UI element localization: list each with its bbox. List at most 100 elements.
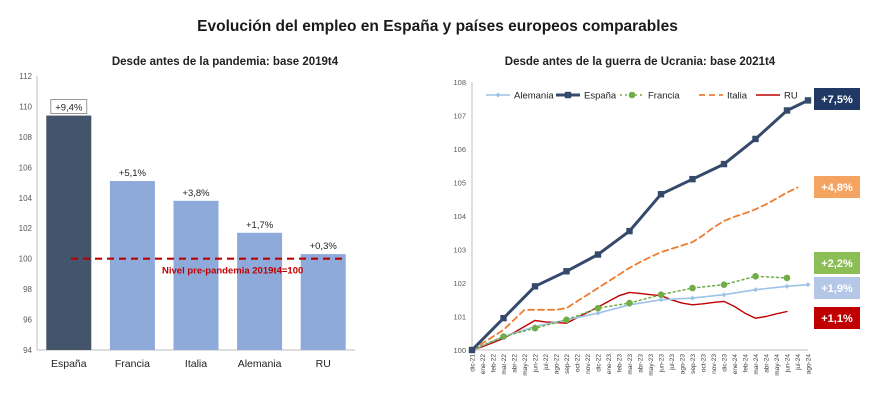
x-tick-label: Italia [185, 358, 207, 370]
data-point [531, 324, 539, 332]
data-point [626, 299, 633, 307]
data-point [721, 292, 727, 298]
data-point [595, 310, 601, 316]
data-point [720, 281, 728, 288]
x-tick-label: jul-24 [795, 354, 802, 371]
end-label-box [814, 307, 860, 329]
data-point [689, 175, 696, 183]
x-tick-label: España [51, 358, 87, 370]
data-point [720, 160, 728, 168]
data-point [805, 282, 811, 288]
bar-espana [46, 115, 92, 350]
end-label-francia: +2,2% [814, 252, 860, 274]
y-tick-label: 101 [453, 313, 466, 322]
x-tick-label: mar-23 [627, 354, 634, 375]
x-tick-label: feb-23 [617, 354, 624, 373]
data-label-box [50, 99, 88, 114]
x-tick-label: nov-22 [585, 354, 592, 374]
y-tick-label: 108 [19, 133, 33, 142]
y-tick-label: 107 [453, 112, 466, 121]
series-ru [471, 291, 788, 351]
legend-item-alemania: Alemania [486, 91, 554, 102]
y-tick-label: 100 [19, 255, 33, 264]
end-label-box [814, 176, 860, 198]
data-point [500, 333, 507, 340]
end-label-text: +2,2% [821, 258, 853, 270]
end-label-italia: +4,8% [814, 176, 860, 198]
data-point [783, 274, 791, 282]
x-tick-label: abr-22 [512, 354, 519, 373]
legend-item-italia: Italia [699, 91, 748, 102]
x-tick-label: sep-22 [564, 354, 571, 374]
y-tick-label: 102 [19, 224, 33, 233]
page-title: Evolución del empleo en España y países … [197, 18, 678, 35]
x-tick-label: ago-22 [554, 354, 561, 375]
bar-alemania [237, 232, 283, 350]
data-point [752, 273, 759, 280]
x-tick-label: jun-24 [785, 354, 792, 373]
series-line-ru [471, 291, 788, 351]
data-point [500, 314, 507, 322]
series-line-italia [471, 186, 799, 351]
x-tick-label: may-23 [648, 354, 655, 376]
x-tick-label: mar-24 [753, 354, 760, 375]
x-tick-label: jun-23 [659, 354, 666, 373]
x-tick-label: nov-23 [711, 354, 718, 374]
x-tick-label: abr-23 [638, 354, 645, 373]
x-tick-label: jun-22 [533, 354, 540, 373]
data-label: +3,8% [182, 188, 210, 199]
data-point [784, 283, 790, 289]
end-label-text: +7,5% [821, 94, 853, 106]
y-tick-label: 100 [453, 346, 466, 355]
reference-line-label: Nivel pre-pandemia 2019t4=100 [162, 266, 303, 277]
legend-label: España [584, 91, 617, 102]
series-francia [468, 273, 791, 354]
data-label: +5,1% [119, 168, 147, 179]
data-point [783, 107, 791, 114]
bar-chart-title: Desde antes de la pandemia: base 2019t4 [111, 56, 339, 68]
legend-item-ru: RU [756, 91, 798, 102]
legend-marker [564, 91, 572, 99]
x-tick-label: dic-21 [470, 354, 477, 372]
data-point [626, 227, 633, 235]
y-tick-label: 112 [19, 72, 32, 81]
end-label-alemania: +1,9% [814, 277, 860, 299]
x-tick-label: dic-22 [596, 354, 603, 372]
x-tick-label: may-24 [774, 354, 781, 376]
data-point [752, 135, 759, 143]
legend-label: Italia [727, 91, 748, 102]
end-label-espana: +7,5% [814, 88, 860, 110]
y-tick-label: 110 [19, 102, 32, 111]
series-italia [471, 186, 799, 351]
legend-label: RU [784, 91, 798, 102]
data-point [804, 97, 812, 104]
legend-marker [495, 92, 501, 98]
x-tick-label: ene-23 [606, 354, 613, 375]
x-tick-label: sep-23 [690, 354, 697, 374]
data-point [563, 268, 570, 275]
legend-label: Alemania [514, 91, 554, 102]
data-point [594, 304, 602, 312]
bar-francia [109, 181, 155, 350]
series-line-espana [470, 98, 810, 352]
x-tick-label: ene-24 [732, 354, 739, 375]
x-tick-label: mar-22 [501, 354, 508, 375]
data-point [658, 297, 664, 303]
x-tick-label: RU [316, 358, 331, 370]
legend-marker [628, 91, 636, 99]
end-label-text: +1,1% [821, 313, 853, 325]
y-tick-label: 98 [23, 285, 32, 294]
x-tick-label: oct-23 [701, 354, 708, 372]
data-point [594, 251, 602, 258]
data-point [753, 287, 758, 293]
x-tick-label: ene-22 [480, 354, 487, 375]
data-point [563, 316, 570, 324]
data-point [657, 191, 665, 198]
x-tick-label: feb-22 [491, 354, 498, 373]
y-tick-label: 102 [453, 279, 466, 288]
x-tick-label: feb-24 [743, 354, 750, 373]
y-tick-label: 106 [19, 163, 33, 172]
end-label-text: +1,9% [821, 283, 853, 295]
